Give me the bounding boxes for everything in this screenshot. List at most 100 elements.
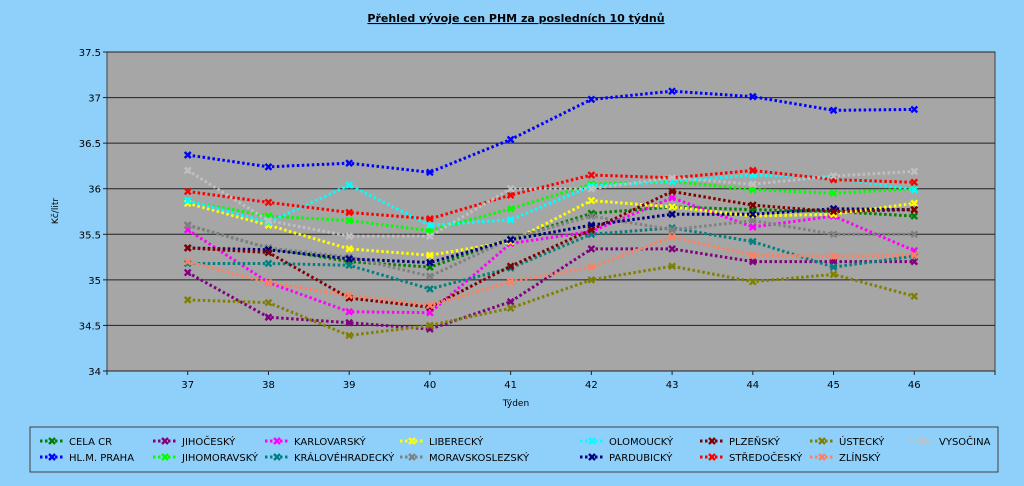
data-point: [345, 318, 354, 327]
data-point: [426, 221, 434, 230]
legend-marker: [818, 437, 826, 445]
legend-label: CELA CR: [69, 437, 112, 448]
x-axis-label: Týden: [502, 399, 529, 409]
data-point: [506, 277, 515, 286]
legend-label: KARLOVARSKÝ: [294, 435, 367, 448]
data-point: [668, 87, 676, 96]
data-point: [829, 263, 838, 271]
data-point: [668, 245, 676, 253]
data-point: [668, 262, 676, 271]
legend-label: PARDUBICKÝ: [609, 451, 673, 464]
data-point: [426, 214, 434, 223]
data-point: [910, 212, 919, 220]
series-jiho-esk-: [183, 245, 919, 333]
data-point: [345, 216, 354, 225]
legend-item: STŘEDOČESKÝ: [700, 451, 803, 464]
series-plze-sk-: [183, 187, 919, 312]
legend-item: OLOMOUCKÝ: [580, 435, 674, 448]
x-tick-label: 41: [504, 380, 517, 391]
legend-label: ZLÍNSKÝ: [839, 451, 881, 464]
x-tick-label: 43: [666, 380, 679, 391]
legend-label: JIHOMORAVSKÝ: [181, 451, 259, 464]
data-point: [748, 210, 757, 219]
legend-marker: [818, 453, 826, 461]
y-tick-label: 37.5: [79, 48, 101, 59]
x-tick-label: 40: [424, 380, 437, 391]
legend-marker: [161, 437, 169, 445]
data-point: [264, 162, 273, 171]
data-point: [587, 196, 596, 205]
data-point: [426, 303, 434, 312]
data-point: [345, 208, 354, 217]
data-point: [587, 212, 596, 220]
data-point: [587, 95, 596, 104]
legend-item: JIHOMORAVSKÝ: [153, 451, 259, 464]
data-point: [748, 166, 757, 175]
data-point: [910, 105, 919, 114]
data-point: [345, 261, 354, 270]
series-zl-nsk-: [183, 233, 919, 310]
data-point: [910, 185, 919, 194]
data-point: [748, 277, 757, 286]
data-point: [506, 262, 515, 271]
y-tick-label: 35: [88, 276, 101, 287]
data-point: [345, 232, 354, 240]
y-tick-label: 34: [88, 367, 101, 378]
series-line: [186, 169, 915, 238]
data-point: [264, 248, 273, 257]
legend-marker: [588, 453, 596, 461]
data-point: [345, 307, 354, 316]
data-point: [264, 198, 273, 207]
legend-label: OLOMOUCKÝ: [609, 435, 674, 448]
data-point: [183, 257, 192, 266]
data-point: [829, 189, 838, 198]
data-point: [506, 215, 515, 224]
y-tick-label: 36: [88, 185, 101, 196]
y-tick-label: 35.5: [79, 230, 101, 241]
data-point: [829, 106, 838, 115]
data-point: [829, 270, 838, 279]
data-point: [668, 187, 676, 196]
series-line: [187, 207, 915, 265]
data-point: [183, 221, 192, 230]
data-point: [264, 278, 273, 287]
data-point: [668, 173, 676, 182]
data-point: [345, 291, 354, 300]
data-point: [829, 207, 838, 216]
data-point: [748, 216, 757, 225]
data-point: [345, 159, 354, 168]
data-point: [506, 191, 515, 199]
legend-marker: [708, 453, 716, 461]
data-point: [264, 313, 273, 322]
data-point: [829, 172, 838, 180]
data-point: [668, 225, 676, 234]
legend-marker: [48, 453, 56, 461]
legend-label: PLZEŇSKÝ: [729, 435, 781, 448]
data-point: [426, 321, 434, 330]
data-point: [183, 196, 192, 205]
series-line: [187, 235, 915, 307]
data-point: [748, 223, 757, 231]
legend-marker: [708, 437, 716, 445]
data-point: [426, 272, 434, 281]
legend-item: PARDUBICKÝ: [580, 451, 673, 464]
legend-item: KARLOVARSKÝ: [265, 435, 367, 448]
data-point: [426, 168, 434, 177]
legend-label: KRÁLOVÉHRADECKÝ: [294, 451, 395, 464]
data-point: [506, 135, 515, 144]
data-point: [748, 180, 757, 189]
data-point: [668, 233, 676, 241]
data-point: [587, 171, 596, 179]
legend-marker: [918, 437, 926, 445]
legend-label: MORAVSKOSLEZSKÝ: [429, 451, 530, 464]
legend-item: ÚSTECKÝ: [810, 435, 885, 448]
legend-label: LIBERECKÝ: [429, 435, 484, 448]
x-tick-label: 44: [746, 380, 759, 391]
x-tick-label: 46: [908, 380, 921, 391]
legend-label: VYSOČINA: [939, 435, 991, 448]
legend-item: CELA CR: [40, 437, 112, 448]
data-point: [587, 184, 596, 193]
data-point: [426, 232, 434, 240]
data-point: [748, 201, 757, 209]
